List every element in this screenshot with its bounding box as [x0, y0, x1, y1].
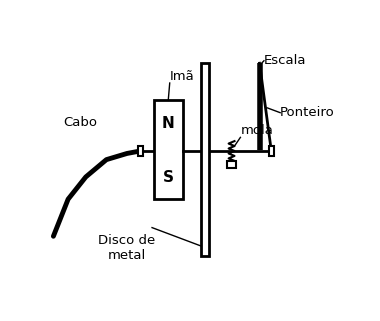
- Text: S: S: [163, 170, 174, 185]
- Bar: [201, 63, 209, 256]
- Text: Imã: Imã: [170, 70, 195, 83]
- Bar: [227, 161, 236, 168]
- Bar: [138, 146, 143, 156]
- Text: Disco de
metal: Disco de metal: [98, 234, 156, 262]
- Bar: [154, 100, 183, 199]
- Text: Cabo: Cabo: [63, 116, 97, 129]
- Text: Escala: Escala: [264, 54, 306, 67]
- Text: N: N: [162, 116, 175, 131]
- Text: Ponteiro: Ponteiro: [280, 106, 335, 119]
- Text: mola: mola: [241, 125, 273, 137]
- Bar: [269, 146, 274, 156]
